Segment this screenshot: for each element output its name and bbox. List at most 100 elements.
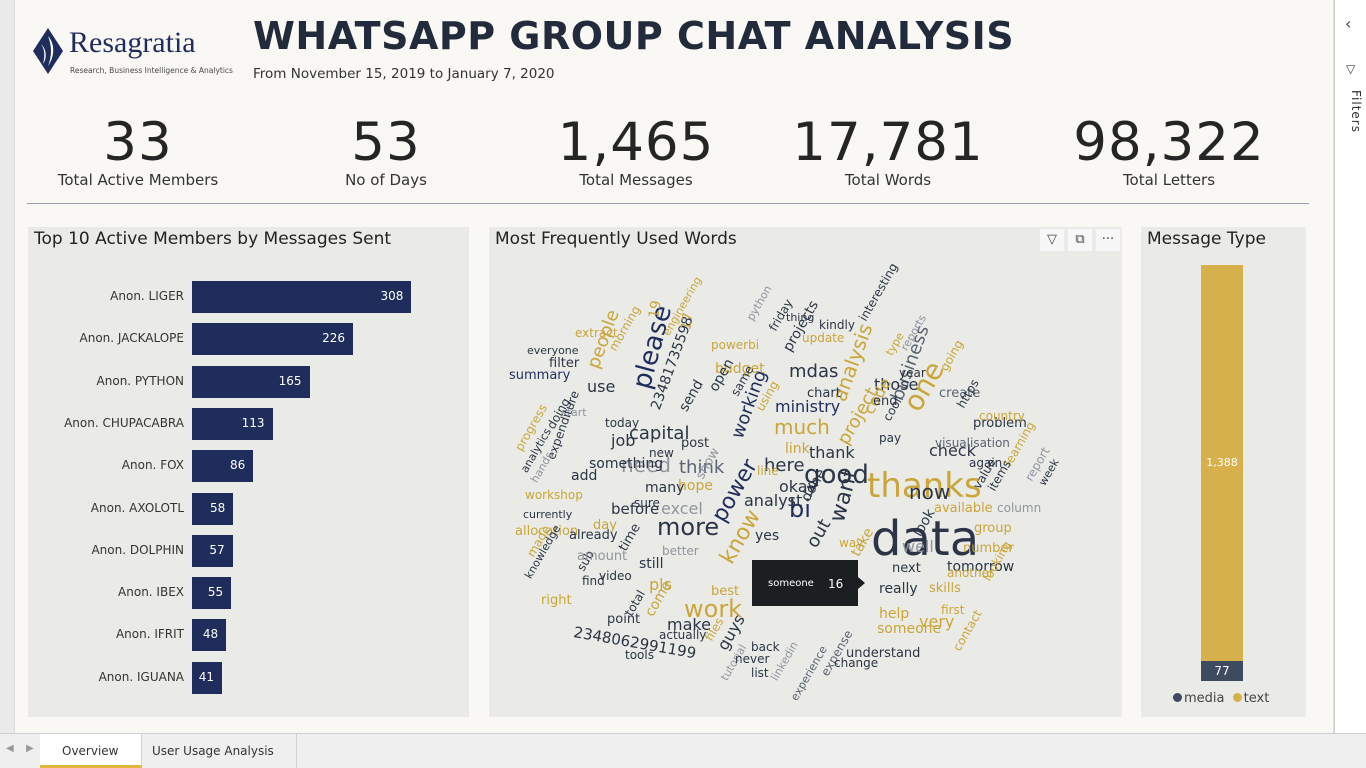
word-cloud-word[interactable]: skills <box>929 582 961 595</box>
word-cloud-word[interactable]: year <box>899 367 926 379</box>
visual-header-icons: ▽ ⧉ ··· <box>1040 229 1120 251</box>
word-cloud-word[interactable]: well <box>902 539 934 555</box>
word-cloud-word[interactable]: summary <box>509 369 570 382</box>
filter-icon[interactable]: ▽ <box>1040 229 1064 251</box>
brand-name: Resagratia <box>69 26 196 60</box>
word-cloud-word[interactable]: link <box>785 442 810 456</box>
word-cloud-word[interactable]: amount <box>577 550 627 563</box>
word-cloud-word[interactable]: back <box>751 641 780 653</box>
more-options-icon[interactable]: ··· <box>1096 229 1120 251</box>
collapse-chevron-icon[interactable]: ‹ <box>1345 14 1351 33</box>
kpi-label: Total Active Members <box>23 171 253 189</box>
message-type-chart[interactable]: Message Type 1,388 77 media text <box>1141 227 1306 717</box>
word-cloud-word[interactable]: before <box>611 502 659 517</box>
word-cloud-word[interactable]: better <box>662 545 699 557</box>
word-cloud-word[interactable]: update <box>802 332 844 344</box>
word-cloud-word[interactable]: country <box>979 410 1025 422</box>
tab-overview[interactable]: Overview <box>40 734 142 768</box>
word-cloud-word[interactable]: add <box>571 469 597 483</box>
bar-value-label: 226 <box>192 331 345 345</box>
kpi-card-active-members[interactable]: 33 Total Active Members <box>23 112 253 189</box>
media-segment-label: 77 <box>1201 664 1243 678</box>
next-page-icon[interactable]: ▶ <box>26 743 34 754</box>
bar-value-label: 41 <box>192 670 214 684</box>
word-cloud-word[interactable]: point <box>607 613 640 626</box>
prev-page-icon[interactable]: ◀ <box>6 743 14 754</box>
word-cloud-word[interactable]: time <box>617 522 643 554</box>
word-cloud-word[interactable]: mdas <box>789 363 838 381</box>
bar-label: Anon. IFRIT <box>48 627 184 641</box>
word-cloud-word[interactable]: day <box>593 519 617 532</box>
word-cloud-word[interactable]: again <box>969 457 1002 469</box>
word-cloud-visual[interactable]: Most Frequently Used Words ▽ ⧉ ··· data t… <box>489 227 1122 717</box>
word-cloud-word[interactable]: yes <box>755 529 779 543</box>
word-cloud-word[interactable]: visualisation <box>935 437 1010 449</box>
word-cloud-word[interactable]: chart <box>807 387 841 400</box>
word-cloud-word[interactable]: video <box>599 570 632 582</box>
word-cloud-word[interactable]: available <box>934 502 993 515</box>
kpi-card-words[interactable]: 17,781 Total Words <box>773 112 1003 189</box>
word-cloud-word[interactable]: python <box>745 284 774 323</box>
word-cloud-word[interactable]: help <box>879 607 909 621</box>
legend-dot-text <box>1233 693 1242 702</box>
word-cloud-word[interactable]: post <box>681 437 709 450</box>
word-cloud-word[interactable]: line <box>757 465 779 477</box>
word-cloud-word[interactable]: powerbi <box>711 339 759 351</box>
filters-label[interactable]: Filters <box>1339 90 1363 133</box>
word-cloud-word[interactable]: never <box>735 653 769 665</box>
focus-mode-icon[interactable]: ⧉ <box>1068 229 1092 251</box>
word-cloud-word[interactable]: pls <box>649 577 672 593</box>
media-segment[interactable]: 77 <box>1201 661 1243 681</box>
word-cloud-word[interactable]: list <box>751 667 769 679</box>
word-cloud-word[interactable]: workshop <box>525 489 583 501</box>
kpi-card-letters[interactable]: 98,322 Total Letters <box>1054 112 1284 189</box>
bar-label: Anon. DOLPHIN <box>48 543 184 557</box>
word-cloud-word[interactable]: now <box>909 482 950 502</box>
word-cloud-word[interactable]: something <box>589 457 663 471</box>
word-cloud-word[interactable]: send <box>677 378 706 414</box>
text-segment[interactable]: 1,388 <box>1201 265 1243 661</box>
word-cloud-word[interactable]: interesting <box>857 261 900 323</box>
word-cloud-word[interactable]: column <box>997 502 1041 514</box>
word-cloud-word[interactable]: going <box>938 338 965 373</box>
kpi-card-days[interactable]: 53 No of Days <box>271 112 501 189</box>
word-cloud-word[interactable]: use <box>587 379 615 395</box>
chart-title: Message Type <box>1147 229 1266 249</box>
word-cloud-word[interactable]: today <box>605 417 639 429</box>
tab-user-usage-analysis[interactable]: User Usage Analysis <box>130 734 297 768</box>
word-cloud-word[interactable]: kindly <box>819 319 855 331</box>
word-cloud-word[interactable]: end <box>873 395 898 408</box>
kpi-card-messages[interactable]: 1,465 Total Messages <box>521 112 751 189</box>
word-cloud-word[interactable]: first <box>941 604 964 616</box>
word-cloud-word[interactable]: still <box>639 557 663 571</box>
word-cloud-word[interactable]: currently <box>523 509 572 520</box>
word-cloud-word[interactable]: next <box>892 562 921 575</box>
word-cloud-word[interactable]: much <box>774 417 830 437</box>
top-members-chart[interactable]: Top 10 Active Members by Messages Sent A… <box>28 227 469 717</box>
word-cloud-word[interactable]: more <box>657 515 719 539</box>
filters-pane[interactable]: ‹ ▽ Filters <box>1334 0 1366 733</box>
word-cloud-word[interactable]: job <box>611 433 635 449</box>
word-cloud-word[interactable]: analyst <box>744 493 802 509</box>
word-cloud-word[interactable]: best <box>711 585 739 598</box>
company-logo: Resagratia Research, Business Intelligen… <box>31 26 231 80</box>
tooltip-pointer <box>858 577 865 589</box>
word-cloud-word[interactable]: group <box>974 522 1012 535</box>
bar-label: Anon. IGUANA <box>48 670 184 684</box>
word-cloud-word[interactable]: way <box>839 537 863 549</box>
word-cloud-word[interactable]: thank <box>809 445 855 461</box>
bar-label: Anon. CHUPACABRA <box>48 416 184 430</box>
word-cloud-word[interactable]: understand <box>846 647 920 660</box>
word-cloud-word[interactable]: 17 <box>679 311 696 331</box>
word-cloud-word[interactable]: someone <box>877 622 941 636</box>
word-cloud-word[interactable]: pay <box>879 432 901 444</box>
bar-label: Anon. FOX <box>48 458 184 472</box>
word-cloud-word[interactable]: everyone <box>527 345 579 356</box>
word-cloud-word[interactable]: many <box>645 481 684 495</box>
word-cloud-word[interactable]: really <box>879 582 918 596</box>
word-cloud-word[interactable]: ministry <box>775 399 840 415</box>
bar-value-label: 308 <box>192 289 403 303</box>
word-cloud-word[interactable]: excel <box>661 501 703 517</box>
word-cloud-word[interactable]: 19 <box>647 299 664 319</box>
word-cloud-word[interactable]: right <box>541 594 572 607</box>
